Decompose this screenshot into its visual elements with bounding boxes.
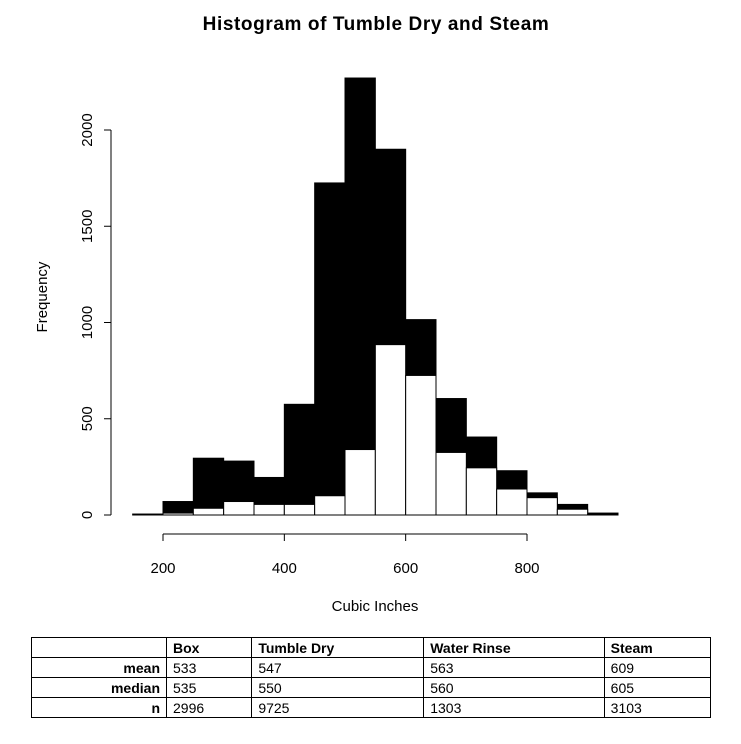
- table-row: n 2996 9725 1303 3103: [31, 697, 712, 718]
- tumble-dry-bar: [314, 182, 346, 516]
- steam-bar: [223, 501, 255, 516]
- y-tick-label: 500: [79, 406, 96, 431]
- table-header-cell: Tumble Dry: [251, 637, 425, 658]
- chart-title: Histogram of Tumble Dry and Steam: [203, 14, 550, 35]
- tumble-dry-bar: [192, 457, 225, 516]
- x-axis-title: Cubic Inches: [332, 598, 419, 615]
- steam-bar: [526, 497, 558, 516]
- y-tick-label: 2000: [79, 113, 96, 146]
- table-header-cell: Box: [165, 637, 253, 658]
- y-tick-label: 1000: [79, 306, 96, 339]
- table-cell: 563: [423, 657, 605, 678]
- steam-bars: [162, 344, 619, 516]
- x-tick-label: 200: [150, 560, 175, 577]
- steam-bar: [496, 488, 528, 516]
- steam-bar: [556, 508, 589, 516]
- steam-bar: [283, 503, 316, 516]
- table-cell: 535: [165, 677, 253, 698]
- y-axis-title: Frequency: [34, 261, 51, 332]
- y-axis: 0 500 1000 1500 2000: [79, 113, 112, 519]
- x-axis: 200 400 600 800: [150, 533, 540, 577]
- table-header-cell: Steam: [603, 637, 712, 658]
- row-label: mean: [31, 657, 167, 678]
- table-cell: 609: [603, 657, 712, 678]
- table-row: median 535 550 560 605: [31, 677, 712, 698]
- steam-bar: [587, 513, 619, 516]
- table-cell: 1303: [423, 697, 605, 718]
- table-header-cell: Water Rinse: [423, 637, 605, 658]
- table-cell: 550: [251, 677, 425, 698]
- table-cell: 9725: [251, 697, 425, 718]
- steam-bar: [465, 467, 498, 516]
- tumble-dry-bar: [132, 513, 164, 516]
- row-label: median: [31, 677, 167, 698]
- summary-stats-table: Box Tumble Dry Water Rinse Steam mean 53…: [31, 637, 712, 718]
- steam-bar: [405, 374, 437, 516]
- table-cell: 560: [423, 677, 605, 698]
- table-cell: 533: [165, 657, 253, 678]
- y-tick-label: 1500: [79, 210, 96, 243]
- histogram-chart: Histogram of Tumble Dry and Steam 0 500 10…: [34, 14, 619, 615]
- table-cell: 547: [251, 657, 425, 678]
- x-tick-label: 600: [393, 560, 418, 577]
- steam-bar: [344, 449, 376, 516]
- table-cell: 2996: [165, 697, 253, 718]
- steam-bar: [162, 512, 194, 516]
- steam-bar: [253, 503, 285, 516]
- steam-bar: [314, 495, 346, 516]
- row-label: n: [31, 697, 167, 718]
- y-tick-label: 0: [79, 511, 96, 519]
- steam-bar: [435, 451, 467, 516]
- table-cell: 3103: [603, 697, 712, 718]
- table-cell: 605: [603, 677, 712, 698]
- table-row: mean 533 547 563 609: [31, 657, 712, 678]
- steam-bar: [374, 344, 407, 516]
- steam-bar: [192, 507, 225, 516]
- x-tick-label: 400: [272, 560, 297, 577]
- tumble-dry-bar: [283, 403, 316, 516]
- x-tick-label: 800: [514, 560, 539, 577]
- table-header-row: Box Tumble Dry Water Rinse Steam: [31, 637, 712, 658]
- table-header-cell: [31, 637, 167, 658]
